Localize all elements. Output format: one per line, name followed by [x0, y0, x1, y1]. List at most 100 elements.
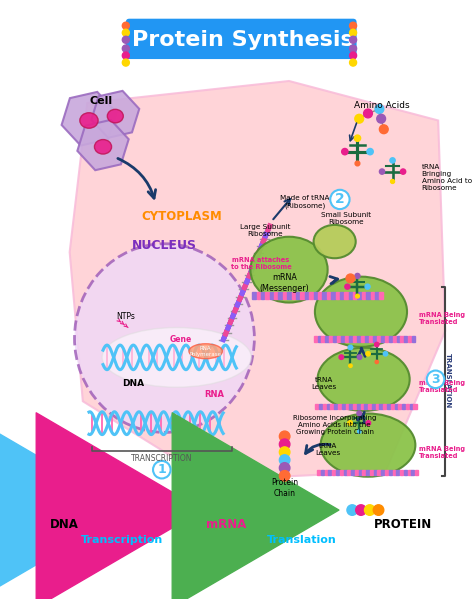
- Text: Protein
Chain: Protein Chain: [271, 479, 298, 498]
- Circle shape: [390, 158, 395, 163]
- Text: Ribosome Incorporating
Amino Acids into the
Growing Protein Chain: Ribosome Incorporating Amino Acids into …: [293, 415, 376, 435]
- Bar: [336, 292, 339, 298]
- Bar: [400, 470, 403, 475]
- Text: TRANSCRIPTION: TRANSCRIPTION: [131, 454, 192, 463]
- Bar: [323, 404, 326, 409]
- Circle shape: [122, 45, 129, 52]
- Circle shape: [279, 447, 290, 458]
- Bar: [362, 292, 365, 298]
- Bar: [319, 404, 322, 409]
- Text: tRNA
Leaves: tRNA Leaves: [311, 377, 337, 390]
- Circle shape: [349, 22, 356, 29]
- Circle shape: [349, 52, 356, 59]
- Ellipse shape: [318, 348, 410, 411]
- Bar: [330, 404, 334, 409]
- Bar: [338, 404, 341, 409]
- Bar: [380, 404, 383, 409]
- Bar: [377, 470, 381, 475]
- Bar: [287, 292, 291, 298]
- Bar: [292, 292, 295, 298]
- Bar: [314, 336, 317, 341]
- Text: mRNA
(Messenger): mRNA (Messenger): [260, 273, 310, 292]
- Text: NUCLEUS: NUCLEUS: [132, 240, 197, 252]
- Bar: [397, 336, 400, 341]
- Bar: [357, 292, 361, 298]
- Bar: [357, 404, 360, 409]
- Text: NTPs: NTPs: [116, 311, 135, 320]
- Circle shape: [355, 114, 364, 123]
- Text: 3: 3: [431, 373, 440, 386]
- Bar: [374, 470, 377, 475]
- Bar: [413, 404, 417, 409]
- Circle shape: [349, 59, 356, 66]
- Bar: [305, 292, 308, 298]
- Circle shape: [345, 284, 350, 289]
- Bar: [363, 470, 365, 475]
- Circle shape: [391, 180, 394, 183]
- Bar: [327, 404, 330, 409]
- Bar: [318, 336, 320, 341]
- Bar: [365, 404, 367, 409]
- Bar: [346, 404, 348, 409]
- Bar: [326, 336, 328, 341]
- Circle shape: [279, 431, 290, 441]
- Text: tRNA
Leaves: tRNA Leaves: [315, 443, 340, 456]
- Bar: [361, 336, 364, 341]
- Bar: [410, 404, 413, 409]
- Bar: [252, 292, 255, 298]
- FancyBboxPatch shape: [126, 19, 356, 59]
- Bar: [256, 292, 260, 298]
- Circle shape: [427, 371, 444, 388]
- Text: Transcription: Transcription: [81, 535, 164, 545]
- Bar: [381, 470, 384, 475]
- Ellipse shape: [102, 328, 251, 387]
- Bar: [347, 470, 350, 475]
- Bar: [329, 336, 332, 341]
- Circle shape: [348, 345, 353, 350]
- Circle shape: [366, 420, 371, 425]
- Bar: [283, 292, 286, 298]
- Bar: [387, 404, 390, 409]
- Bar: [415, 470, 418, 475]
- Bar: [365, 336, 368, 341]
- Text: 1: 1: [157, 463, 166, 476]
- Circle shape: [375, 105, 384, 113]
- Bar: [270, 292, 273, 298]
- Bar: [309, 292, 313, 298]
- Bar: [325, 470, 328, 475]
- Ellipse shape: [80, 113, 98, 128]
- Bar: [322, 292, 326, 298]
- Bar: [396, 470, 400, 475]
- Bar: [328, 470, 331, 475]
- Bar: [359, 470, 362, 475]
- Bar: [381, 336, 384, 341]
- Circle shape: [349, 45, 356, 52]
- Bar: [331, 292, 335, 298]
- Text: TRANSLATION: TRANSLATION: [445, 353, 451, 409]
- Circle shape: [339, 355, 344, 359]
- Circle shape: [356, 294, 359, 298]
- Text: 2: 2: [335, 192, 345, 207]
- Bar: [361, 404, 364, 409]
- Bar: [371, 292, 374, 298]
- Circle shape: [122, 22, 129, 29]
- Ellipse shape: [189, 344, 222, 359]
- Text: mRNA Being
Translated: mRNA Being Translated: [419, 312, 465, 325]
- Circle shape: [357, 430, 361, 433]
- Text: PROTEIN: PROTEIN: [374, 518, 432, 531]
- Bar: [368, 404, 371, 409]
- Bar: [385, 470, 388, 475]
- Ellipse shape: [94, 140, 111, 154]
- Circle shape: [348, 420, 352, 425]
- Text: Amino Acids: Amino Acids: [354, 101, 410, 110]
- Text: mRNA Being
Translated: mRNA Being Translated: [419, 446, 465, 459]
- Text: Small Subunit
Ribosome: Small Subunit Ribosome: [321, 212, 371, 225]
- Circle shape: [122, 29, 129, 37]
- Circle shape: [122, 59, 129, 66]
- Bar: [408, 470, 411, 475]
- Text: mRNA Being
Translated: mRNA Being Translated: [419, 380, 465, 393]
- Text: CYTOPLASM: CYTOPLASM: [142, 210, 222, 223]
- Circle shape: [122, 37, 129, 43]
- Ellipse shape: [314, 225, 356, 258]
- Bar: [392, 470, 396, 475]
